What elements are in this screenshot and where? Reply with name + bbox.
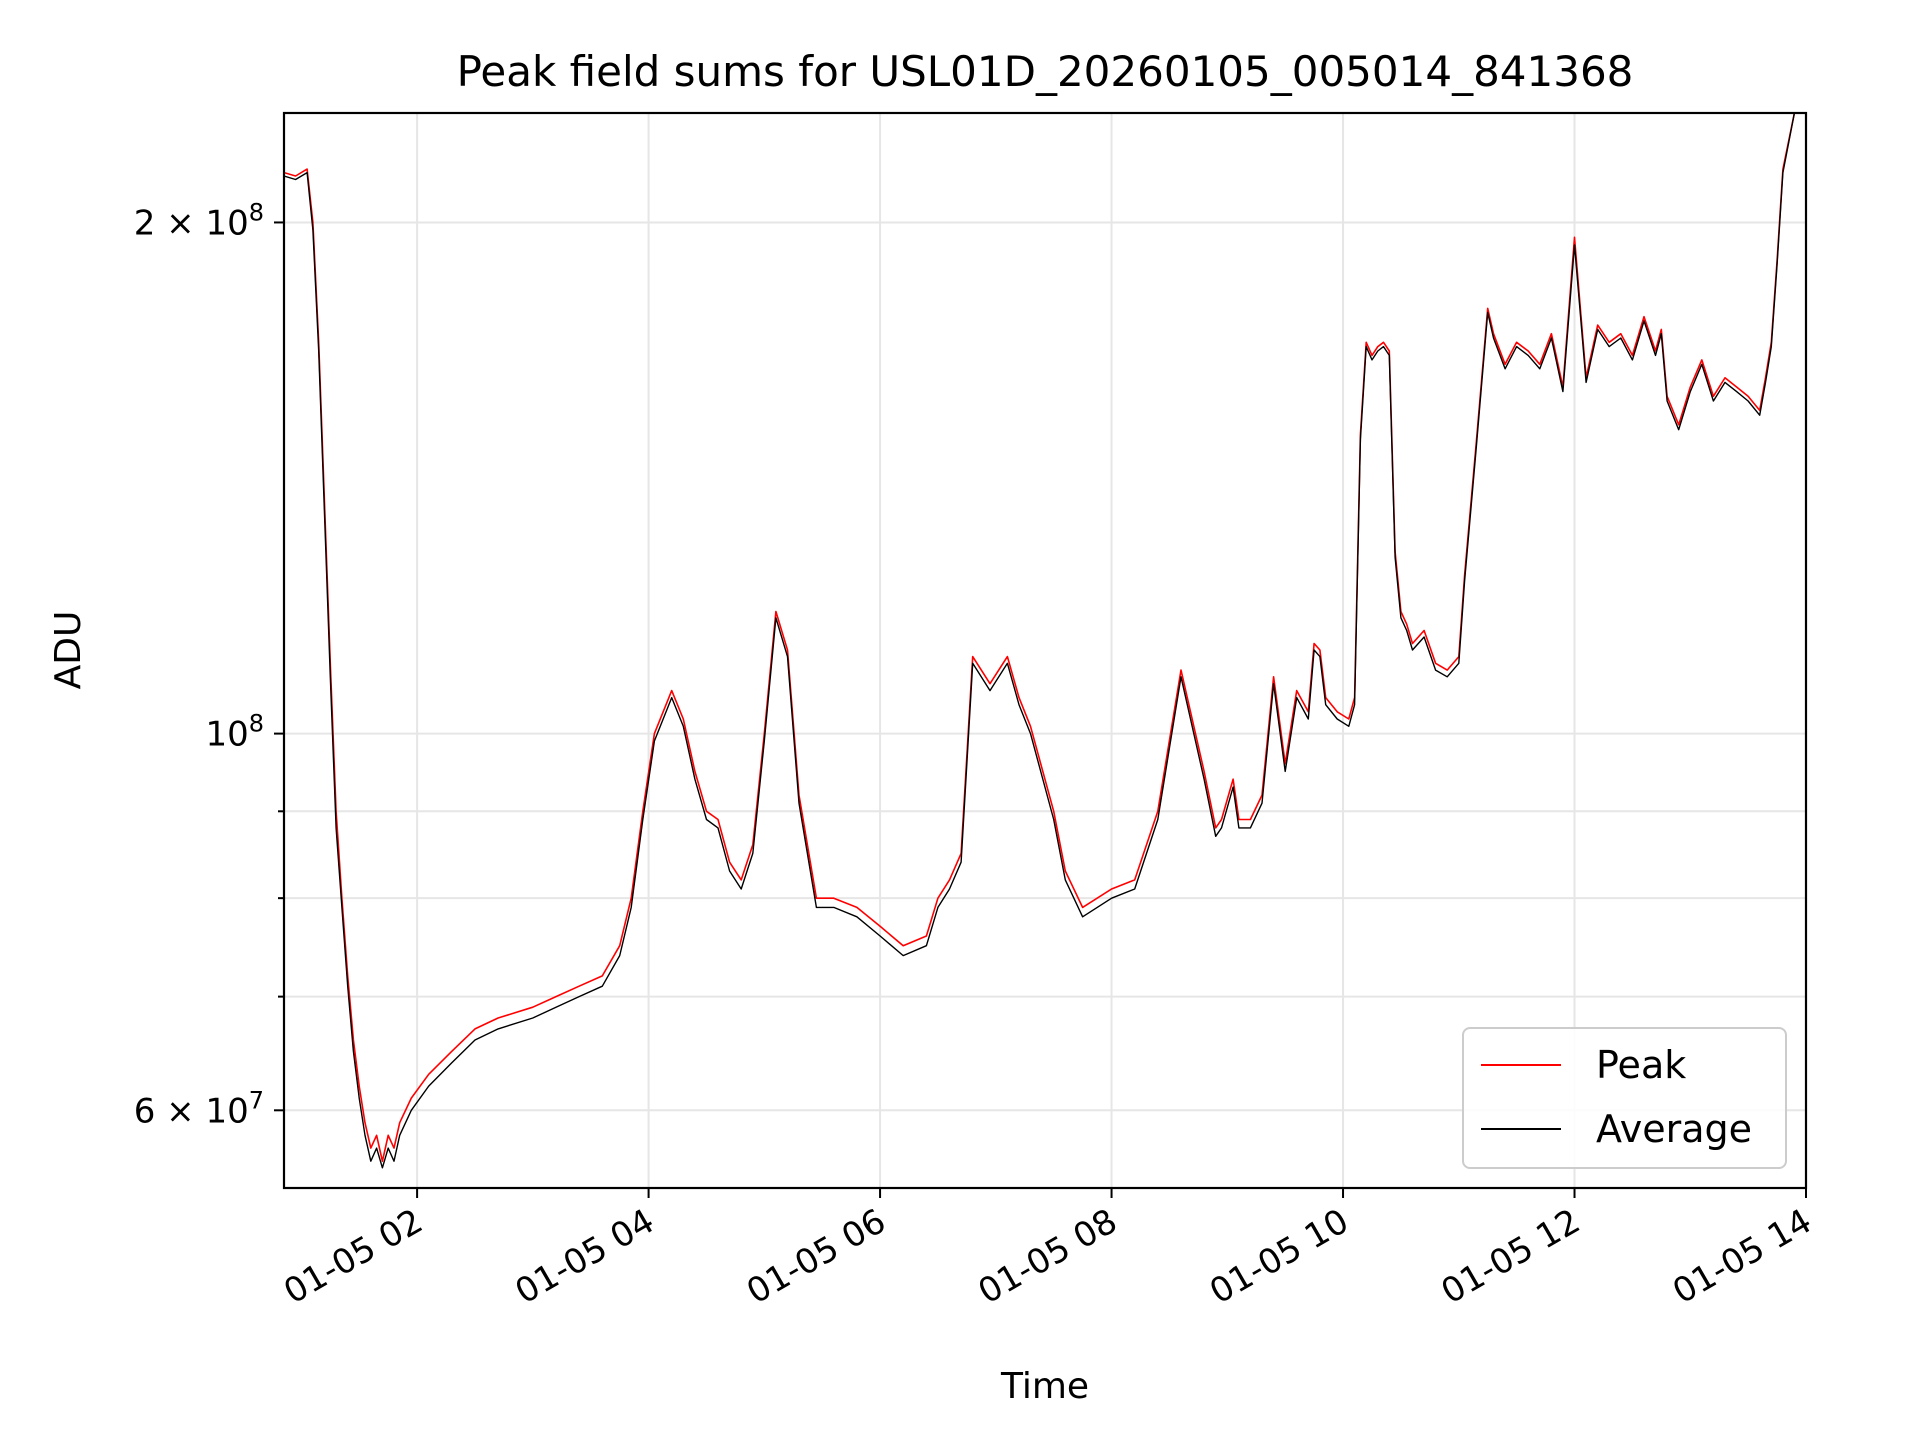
y-axis-ticks: 6 × 107 108 2 × 108 — [134, 198, 284, 1131]
legend-box — [1462, 1027, 1787, 1169]
legend-average-label: Average — [1596, 1107, 1752, 1151]
grid — [284, 113, 1807, 1188]
series-line-peak — [284, 113, 1806, 1162]
legend-peak-label: Peak — [1596, 1043, 1686, 1087]
legend: Peak Average — [1462, 1027, 1787, 1169]
y-tick-label: 108 — [205, 710, 264, 755]
y-axis-label: ADU — [48, 611, 89, 690]
y-tick-label: 6 × 107 — [134, 1086, 264, 1131]
plot-series — [284, 113, 1806, 1169]
x-axis-label: Time — [1000, 1366, 1089, 1407]
series-line-average — [284, 113, 1806, 1169]
chart-title: Peak field sums for USL01D_20260105_0050… — [457, 47, 1634, 96]
plot-frame — [282, 111, 1808, 1190]
y-tick-label: 2 × 108 — [134, 198, 264, 243]
